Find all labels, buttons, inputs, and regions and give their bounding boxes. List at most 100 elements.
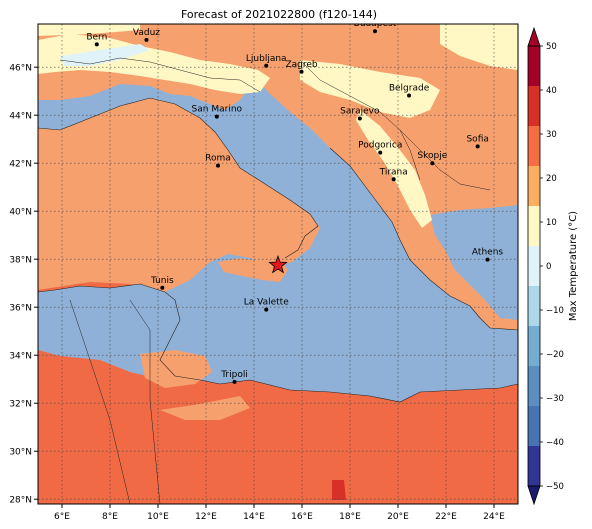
city-label: Tripoli <box>220 370 248 380</box>
colorbar-tick-label: 30 <box>546 130 557 140</box>
city-dot <box>378 150 383 155</box>
libya-warm-patch-2 <box>160 396 250 420</box>
city-label: Vaduz <box>133 28 160 38</box>
colorbar: 50 40 30 20 10 0 −10 −20 −30 −40 −50 <box>527 26 564 506</box>
colorbar-segment <box>528 126 540 166</box>
colorbar-segment <box>528 246 540 286</box>
city-dot <box>144 37 149 42</box>
colorbar-segment <box>528 166 540 206</box>
colorbar-tick-label: 40 <box>546 86 557 96</box>
libya-warm-patch <box>140 350 212 388</box>
coastline-balkans <box>329 147 518 331</box>
lon-tick-label: 22°E <box>435 512 457 522</box>
city-dot <box>214 114 219 119</box>
coastline-south <box>38 283 518 403</box>
map-frame <box>37 23 519 505</box>
lon-tick-label: 6°E <box>54 512 70 522</box>
longitude-axis: 6°E 8°E 10°E 12°E 14°E 16°E 18°E 20°E 22°E 24°E <box>54 504 505 522</box>
colorbar-tick-label: −40 <box>546 438 564 448</box>
city-label: Zagreb <box>285 60 317 70</box>
city-dot <box>391 177 396 182</box>
lat-tick-label: 44°N <box>9 112 32 122</box>
coastline-north <box>38 97 319 259</box>
balkan-cool-band <box>300 60 440 118</box>
sardinia <box>116 186 150 240</box>
country-borders <box>59 57 491 504</box>
lat-tick-label: 28°N <box>9 496 32 506</box>
lat-tick-label: 30°N <box>9 448 32 458</box>
lat-tick-label: 38°N <box>9 256 32 266</box>
colorbar-segment <box>528 206 540 246</box>
latitude-axis: 46°N 44°N 42°N 40°N 38°N 36°N 34°N 32°N 30°N 28°N <box>9 64 38 506</box>
northeast-cool-band <box>440 24 518 70</box>
italy-peninsula <box>172 104 318 258</box>
colorbar-segment <box>528 446 540 486</box>
lon-tick-label: 8°E <box>102 512 118 522</box>
lat-tick-label: 46°N <box>9 64 32 74</box>
hot-spot <box>332 480 346 500</box>
colorbar-tick-label: 20 <box>546 174 557 184</box>
north-cool-band <box>38 24 140 36</box>
lon-tick-label: 12°E <box>195 512 217 522</box>
city-label: Ljubljana <box>246 54 287 64</box>
map-title: Forecast of 2021022800 (f120-144) <box>181 8 377 21</box>
colorbar-tick-label: −20 <box>546 350 564 360</box>
lat-tick-label: 32°N <box>9 400 32 410</box>
colorbar-segment <box>528 326 540 366</box>
colorbar-tick-label: −10 <box>546 306 564 316</box>
lat-tick-label: 40°N <box>9 208 32 218</box>
city-dot <box>264 307 269 312</box>
city-label: Sofia <box>466 134 488 144</box>
city-dot <box>372 29 377 34</box>
lat-tick-label: 42°N <box>9 160 32 170</box>
city-dot <box>216 163 220 168</box>
location-star-marker <box>268 255 288 274</box>
colorbar-tick-label: 10 <box>546 218 557 228</box>
city-label: Skopje <box>417 151 447 161</box>
gridlines <box>38 24 518 504</box>
colorbar-label: Max Temperature (°C) <box>568 211 579 321</box>
colorbar-max-arrow <box>527 26 541 47</box>
lon-tick-label: 10°E <box>147 512 169 522</box>
lon-tick-label: 24°E <box>483 512 505 522</box>
city-label: Podgorica <box>358 141 402 151</box>
colorbar-segment <box>528 406 540 446</box>
lon-tick-label: 14°E <box>243 512 265 522</box>
city-dot <box>160 285 165 290</box>
colorbar-segment <box>528 286 540 326</box>
city-label: Tirana <box>379 167 408 177</box>
colorbar-segment <box>528 366 540 406</box>
city-dot <box>407 93 412 98</box>
lon-tick-label: 16°E <box>291 512 313 522</box>
corsica <box>127 148 138 170</box>
city-label: La Valette <box>244 298 289 308</box>
city-label: Budapest <box>354 19 397 29</box>
city-dot <box>232 379 237 384</box>
colorbar-min-arrow <box>527 485 541 506</box>
city-dot <box>357 116 362 121</box>
lat-tick-label: 36°N <box>9 304 32 314</box>
alps-cool-band <box>38 34 270 94</box>
dinaric-cool-band <box>356 110 432 228</box>
sicily <box>218 258 288 282</box>
colorbar-segment <box>528 86 540 126</box>
city-label: San Marino <box>192 105 243 115</box>
city-dot <box>264 63 269 68</box>
city-label: Tunis <box>150 276 174 286</box>
colorbar-segment <box>528 46 540 86</box>
city-dot <box>94 42 99 47</box>
city-label: Sarajevo <box>340 107 380 117</box>
city-label: Belgrade <box>389 84 430 94</box>
aegean-sea <box>430 205 518 320</box>
colorbar-tick-label: 50 <box>546 42 557 52</box>
city-dot <box>299 69 304 74</box>
city-label: Bern <box>86 32 107 42</box>
city-dot <box>475 144 480 149</box>
colorbar-tick-label: −30 <box>546 394 564 404</box>
lat-tick-label: 34°N <box>9 352 32 362</box>
city-label: Athens <box>472 248 503 258</box>
city-dot <box>430 161 435 166</box>
city-dot <box>485 257 490 262</box>
